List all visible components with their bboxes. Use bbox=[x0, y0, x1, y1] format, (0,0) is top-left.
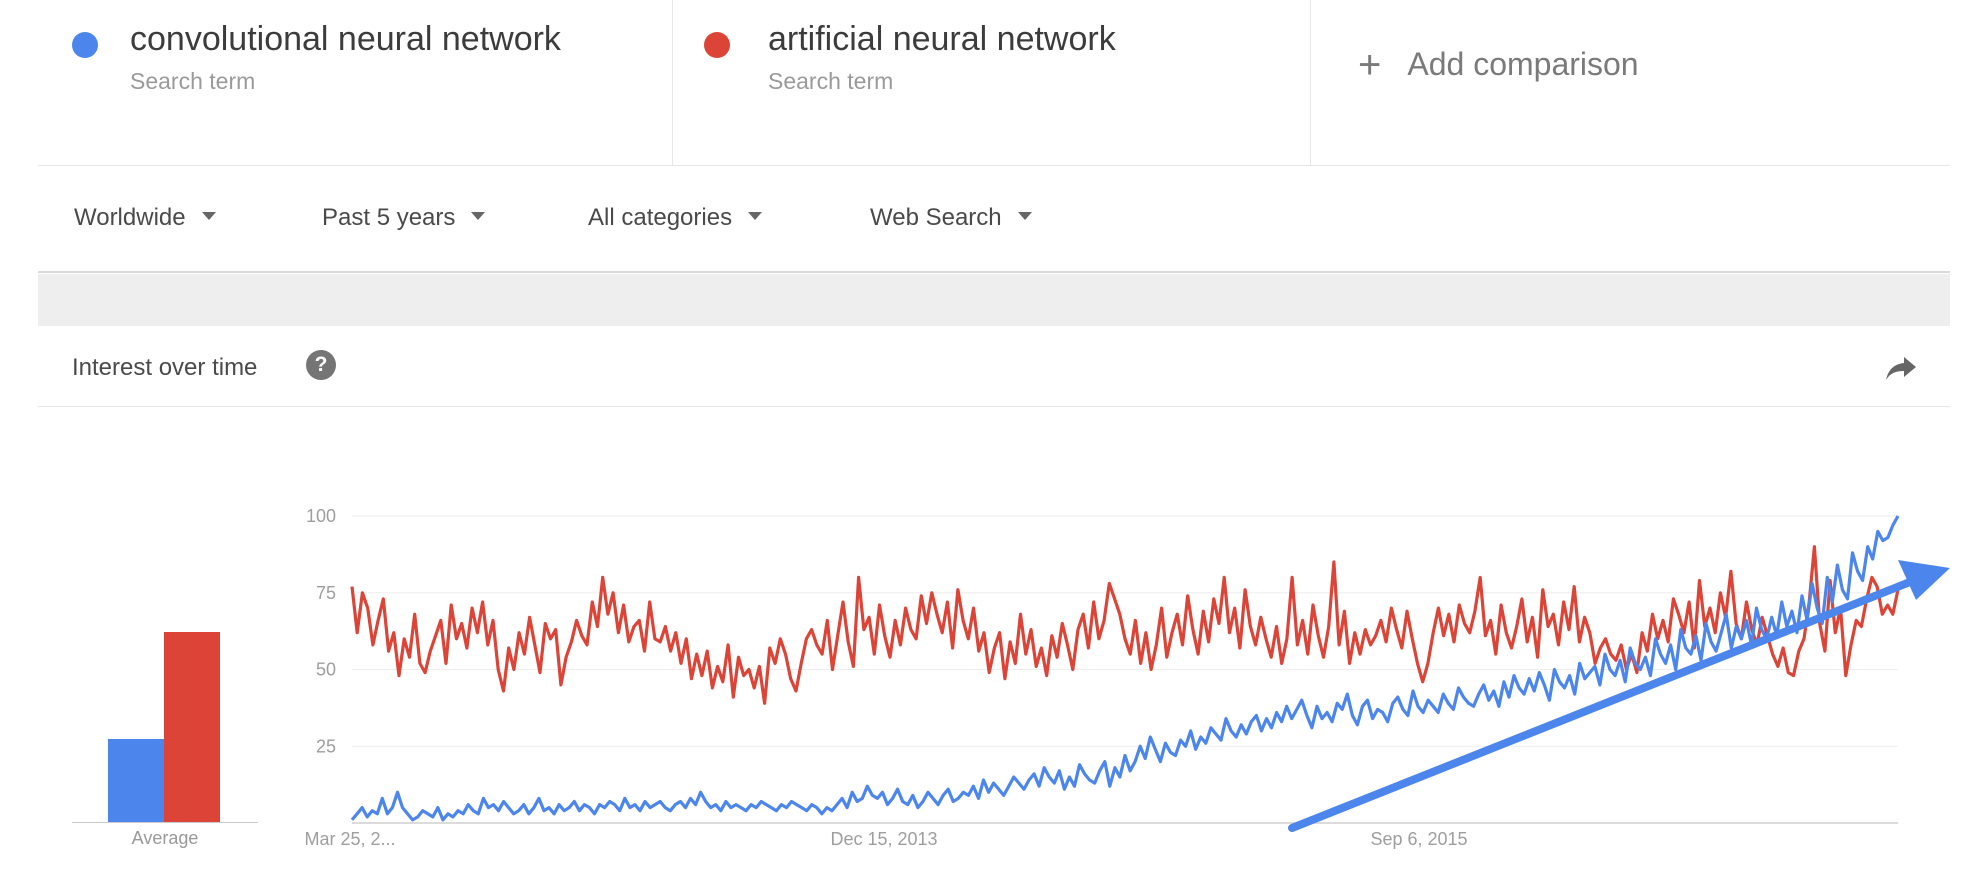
series-color-dot-red bbox=[704, 32, 730, 58]
search-type-filter-label: Web Search bbox=[870, 204, 1002, 231]
category-filter[interactable]: All categories bbox=[588, 204, 763, 232]
category-filter-label: All categories bbox=[588, 204, 733, 231]
trend-arrow-shaft bbox=[1288, 578, 1914, 832]
search-type-filter[interactable]: Web Search bbox=[870, 204, 1032, 232]
chevron-down-icon bbox=[748, 211, 763, 220]
search-term-subtitle: Search term bbox=[768, 68, 894, 94]
x-tick-label: Dec 15, 2013 bbox=[830, 829, 937, 849]
trend-arrow-head bbox=[1898, 560, 1950, 600]
series-color-dot-blue bbox=[72, 32, 98, 58]
region-filter-label: Worldwide bbox=[74, 204, 186, 231]
add-comparison-button[interactable]: + Add comparison bbox=[1358, 40, 1639, 87]
time-filter-label: Past 5 years bbox=[322, 204, 456, 231]
add-comparison-label: Add comparison bbox=[1407, 46, 1639, 82]
series-line-artificial bbox=[350, 545, 1900, 705]
filter-bar: Worldwide Past 5 years All categories We… bbox=[38, 166, 1950, 273]
search-term-name: convolutional neural network bbox=[130, 20, 561, 58]
region-filter[interactable]: Worldwide bbox=[74, 204, 216, 232]
interest-over-time-header: Interest over time ? bbox=[38, 326, 1950, 407]
average-bar-artificial bbox=[164, 631, 220, 822]
card-title: Interest over time bbox=[72, 354, 258, 381]
x-tick-label: Mar 25, 2... bbox=[304, 829, 395, 849]
help-icon[interactable]: ? bbox=[306, 350, 336, 380]
series-line-convolutional bbox=[350, 515, 1900, 822]
divider bbox=[672, 0, 673, 165]
time-filter[interactable]: Past 5 years bbox=[322, 204, 486, 232]
search-term-2[interactable]: artificial neural network Search term bbox=[674, 0, 1308, 165]
y-tick-label: 100 bbox=[306, 506, 336, 526]
chevron-down-icon bbox=[1017, 211, 1032, 220]
chevron-down-icon bbox=[201, 211, 216, 220]
chevron-down-icon bbox=[471, 211, 486, 220]
plus-icon: + bbox=[1358, 43, 1382, 87]
search-term-subtitle: Search term bbox=[130, 68, 256, 94]
search-term-1[interactable]: convolutional neural network Search term bbox=[38, 0, 561, 165]
search-terms-bar: convolutional neural network Search term… bbox=[38, 0, 1950, 166]
search-term-name: artificial neural network bbox=[768, 20, 1116, 58]
x-tick-label: Sep 6, 2015 bbox=[1370, 829, 1467, 849]
divider bbox=[1310, 0, 1311, 165]
share-icon[interactable] bbox=[1884, 354, 1918, 382]
section-divider-band bbox=[38, 274, 1950, 326]
y-tick-label: 50 bbox=[316, 660, 336, 680]
average-label: Average bbox=[131, 828, 199, 848]
average-bar-convolutional bbox=[108, 739, 164, 822]
average-axis bbox=[72, 822, 258, 823]
y-tick-label: 75 bbox=[316, 583, 336, 603]
y-tick-label: 25 bbox=[316, 736, 336, 756]
